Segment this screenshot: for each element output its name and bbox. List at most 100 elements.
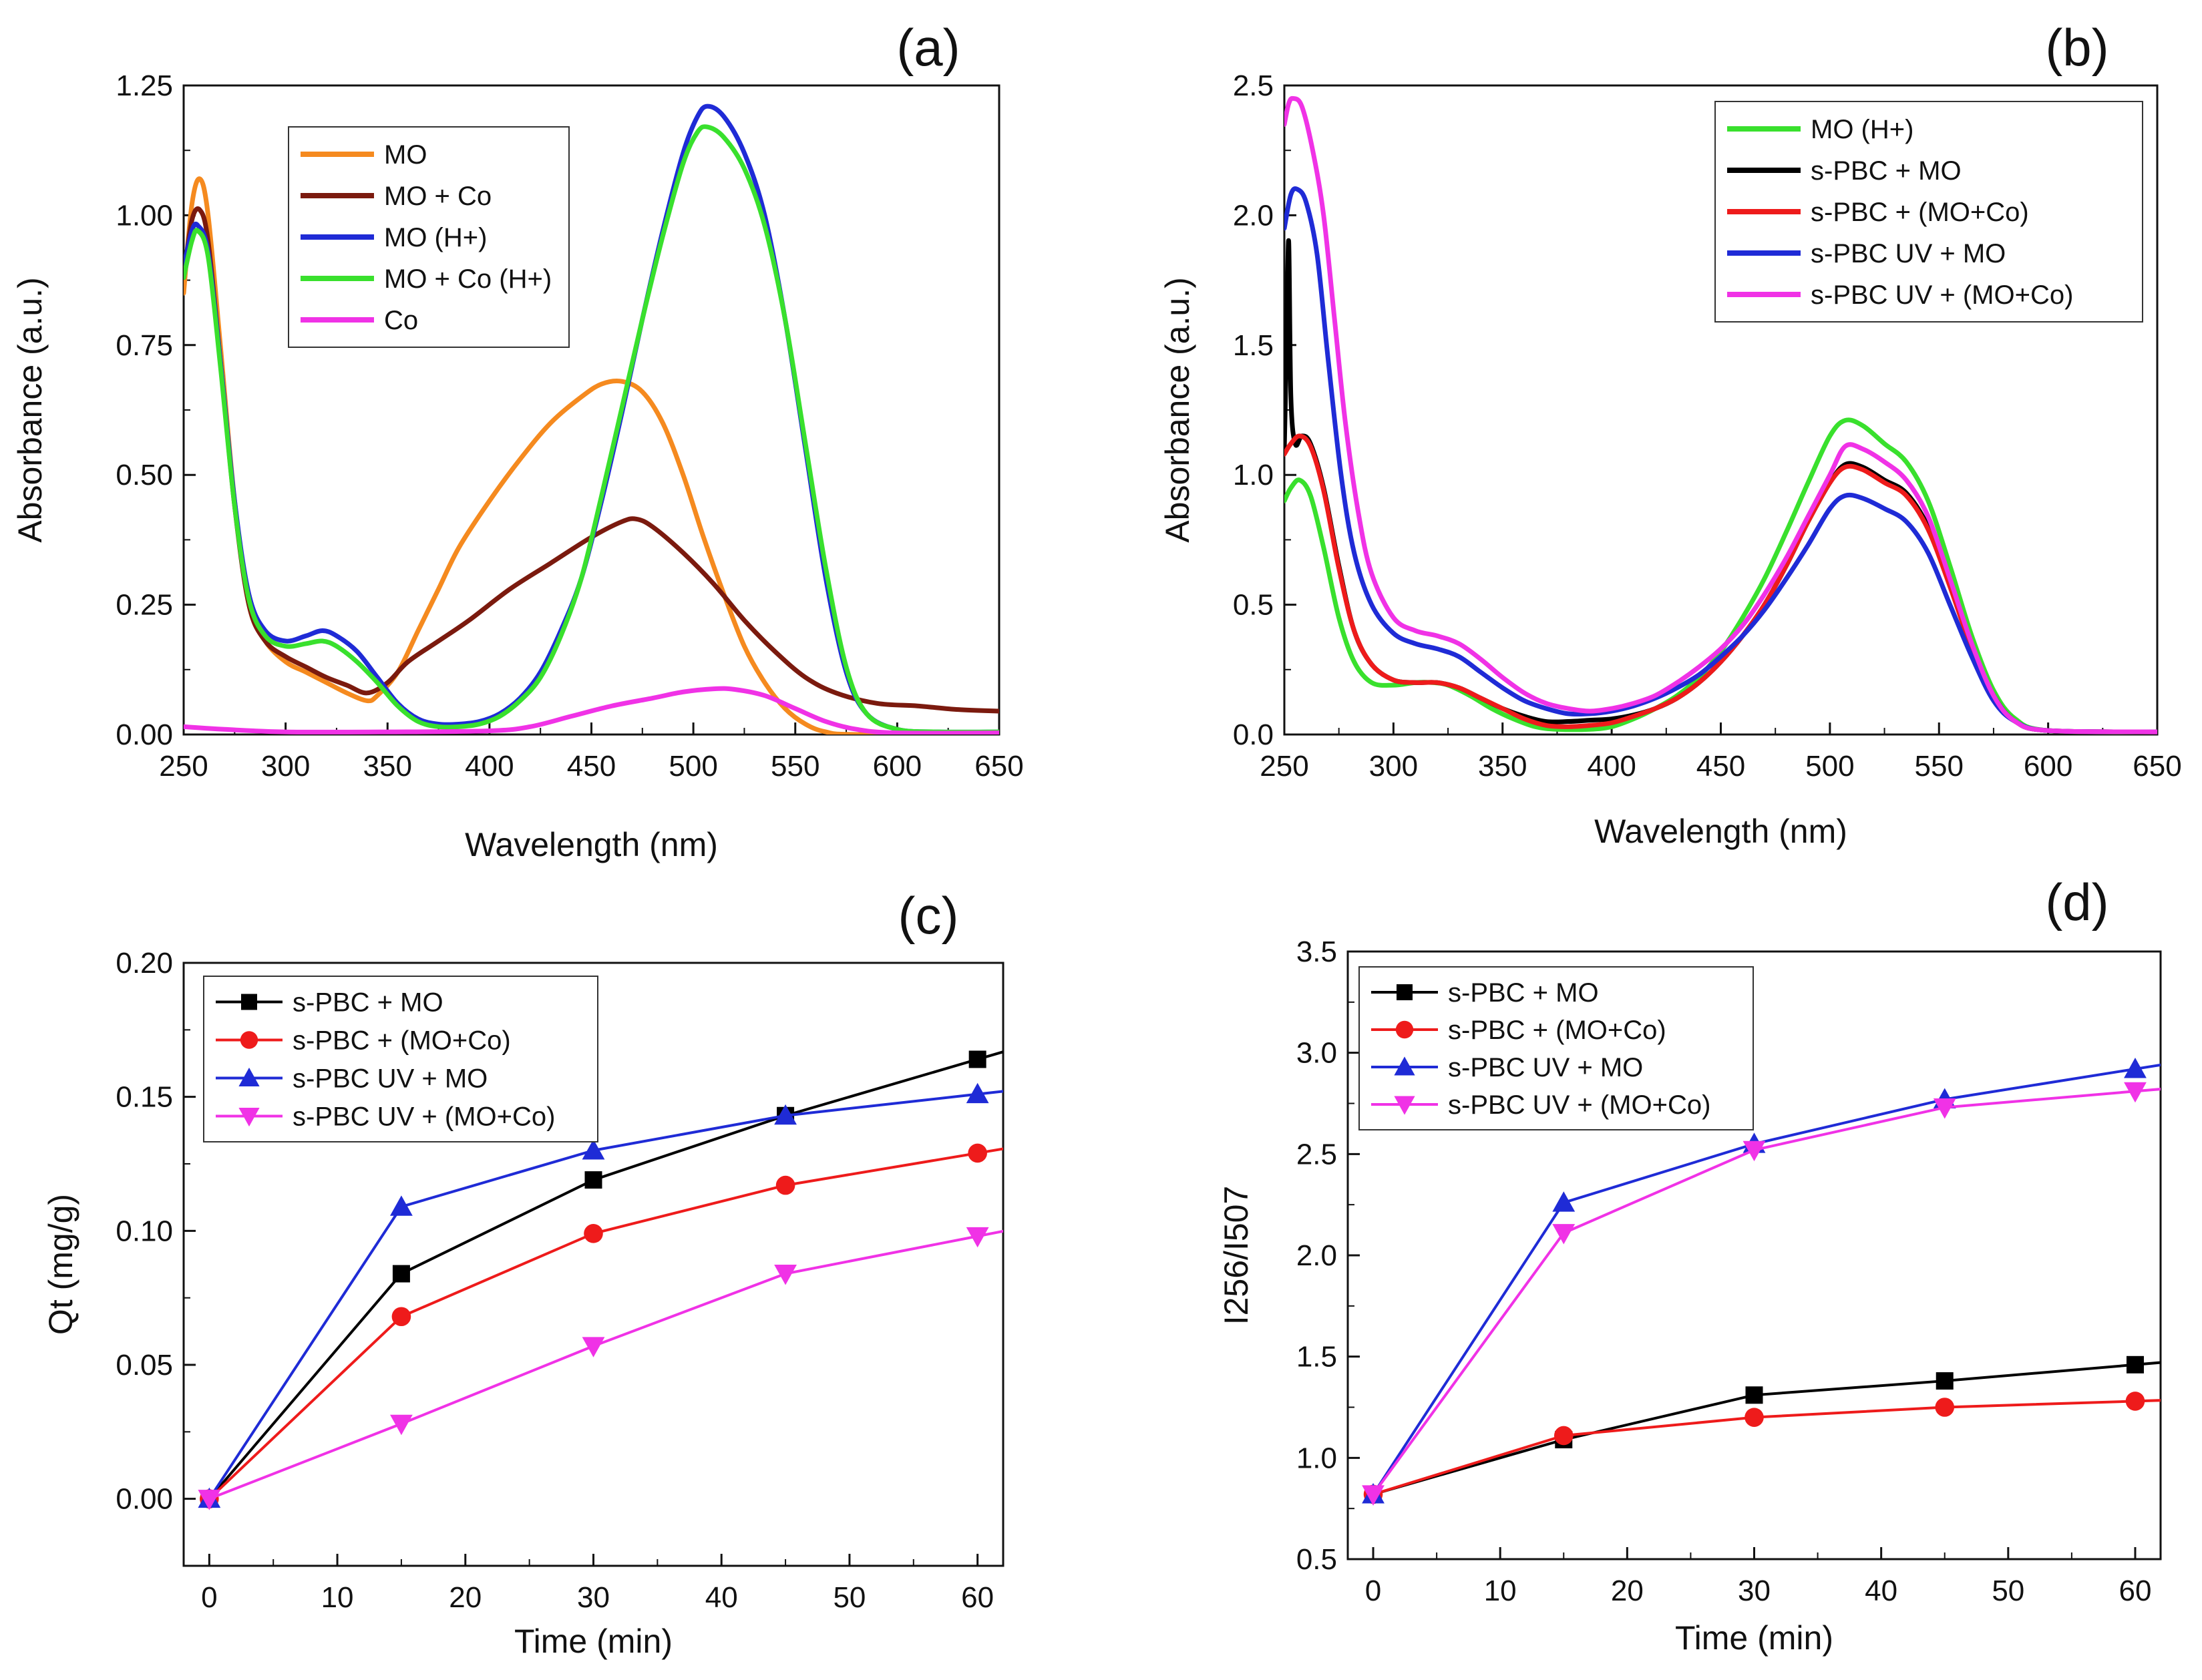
legend-label: MO + Co (H+) [384,264,552,294]
y-tick-label: 1.0 [1296,1442,1337,1474]
data-marker [582,1139,605,1160]
panel-label: (d) [2045,873,2108,931]
x-tick-label: 40 [1865,1574,1897,1607]
series-group [184,103,999,734]
y-tick-label: 0.05 [116,1349,173,1382]
y-tick-label: 1.00 [116,199,173,232]
legend-label: s-PBC UV + (MO+Co) [1448,1090,1710,1120]
x-tick-label: 350 [363,750,412,783]
legend-marker [238,1067,260,1086]
legend-label: s-PBC + (MO+Co) [1811,198,2029,227]
y-tick-label: 0.50 [116,459,173,491]
x-tick-label: 250 [159,750,208,783]
x-axis-title: Wavelength (nm) [1594,813,1847,850]
x-tick-label: 10 [321,1581,354,1614]
panel-c: 0 10 20 30 40 50 60 0.00 0.05 0.10 0.15 0.20 Time (m… [42,886,1004,1660]
data-marker [1362,1485,1385,1506]
data-marker [775,1175,795,1195]
y-axis-title: Absorbance (a.u.) [11,277,49,542]
y-tick-label: 1.25 [116,69,173,102]
legend-marker [1397,984,1413,1000]
y-tick-label: 0.75 [116,329,173,362]
x-tick-label: 500 [669,750,717,783]
y-tick-label: 1.5 [1296,1341,1337,1374]
legend-label: s-PBC UV + MO [1448,1053,1643,1082]
y-tick-label: 0.20 [116,947,173,980]
y-tick-label: 2.0 [1296,1239,1337,1272]
series-line [184,686,999,734]
data-marker [390,1195,413,1216]
x-tick-label: 300 [261,750,310,783]
panel-a: 250 300 350 400 450 500 550 600 650 0.00 0.25 0.50 0… [11,18,1024,863]
data-marker [1745,1386,1763,1404]
x-tick-label: 300 [1369,750,1418,783]
legend-label: s-PBC + (MO+Co) [293,1026,511,1056]
y-tick-label: 2.5 [1233,69,1274,102]
data-marker [2124,1082,2147,1103]
series-line [1284,186,2157,734]
x-tick-label: 40 [705,1581,738,1614]
y-axis-title: Qt (mg/g) [42,1194,79,1335]
series-line [208,1147,1003,1500]
data-marker [1933,1098,1956,1119]
legend-label: s-PBC + MO [1448,978,1599,1008]
data-marker [391,1307,411,1327]
legend-box [1358,966,1754,1130]
x-tick-label: 60 [2119,1574,2151,1607]
data-marker [584,1171,602,1189]
x-tick-label: 50 [833,1581,866,1614]
y-tick-label: 1.5 [1233,329,1274,362]
series-group [1284,95,2157,734]
x-tick-label: 400 [465,750,514,783]
legend-marker [238,1108,260,1127]
x-tick-label: 30 [577,1581,610,1614]
x-tick-label: 600 [2024,750,2072,783]
x-tick-label: 500 [1805,750,1854,783]
x-tick-label: 250 [1260,750,1308,783]
series-line [1372,1088,2161,1496]
legend-label: s-PBC UV + MO [1811,239,2006,268]
data-marker [584,1224,603,1243]
panel-b: 250 300 350 400 450 500 550 600 650 0.0 0.5 1.0 1.5 2… [1159,18,2182,850]
y-tick-label: 0.00 [116,718,173,751]
y-axis-title: Absorbance (a.u.) [1159,277,1196,542]
legend-marker [241,994,257,1010]
legend-marker [1394,1096,1415,1115]
y-tick-label: 3.5 [1296,935,1337,968]
x-axis-title: Time (min) [1675,1619,1833,1657]
x-tick-label: 550 [1915,750,1964,783]
y-tick-label: 3.0 [1296,1037,1337,1070]
x-tick-label: 0 [201,1581,217,1614]
x-axis-title: Wavelength (nm) [465,826,718,863]
y-tick-label: 0.00 [116,1483,173,1516]
series-line [1284,433,2157,734]
x-tick-label: 20 [1611,1574,1644,1607]
data-marker [966,1227,989,1248]
data-marker [1742,1140,1766,1162]
legend-label: MO [384,140,427,170]
series-line [184,124,999,734]
data-marker [774,1104,797,1125]
x-tick-label: 650 [2133,750,2181,783]
panel-label: (a) [896,18,960,77]
x-tick-label: 450 [567,750,616,783]
data-marker [1935,1398,1955,1417]
data-marker [774,1265,797,1285]
x-tick-label: 30 [1738,1574,1771,1607]
legend-label: s-PBC UV + (MO+Co) [1811,280,2073,310]
legend-label: s-PBC + MO [1811,156,1962,186]
data-marker [390,1414,413,1436]
y-tick-label: 2.0 [1233,199,1274,232]
legend-label: s-PBC UV + (MO+Co) [293,1102,555,1132]
legend-marker [1395,1020,1414,1039]
data-marker [1553,1426,1574,1446]
legend-label: s-PBC + MO [293,988,443,1018]
legend-box [203,976,598,1142]
y-tick-label: 0.5 [1233,589,1274,622]
data-marker [392,1265,410,1283]
legend-label: MO (H+) [1811,115,1913,144]
y-tick-label: 0.0 [1233,718,1274,751]
data-marker [1745,1408,1764,1427]
data-marker [1552,1224,1576,1245]
x-tick-label: 600 [873,750,922,783]
